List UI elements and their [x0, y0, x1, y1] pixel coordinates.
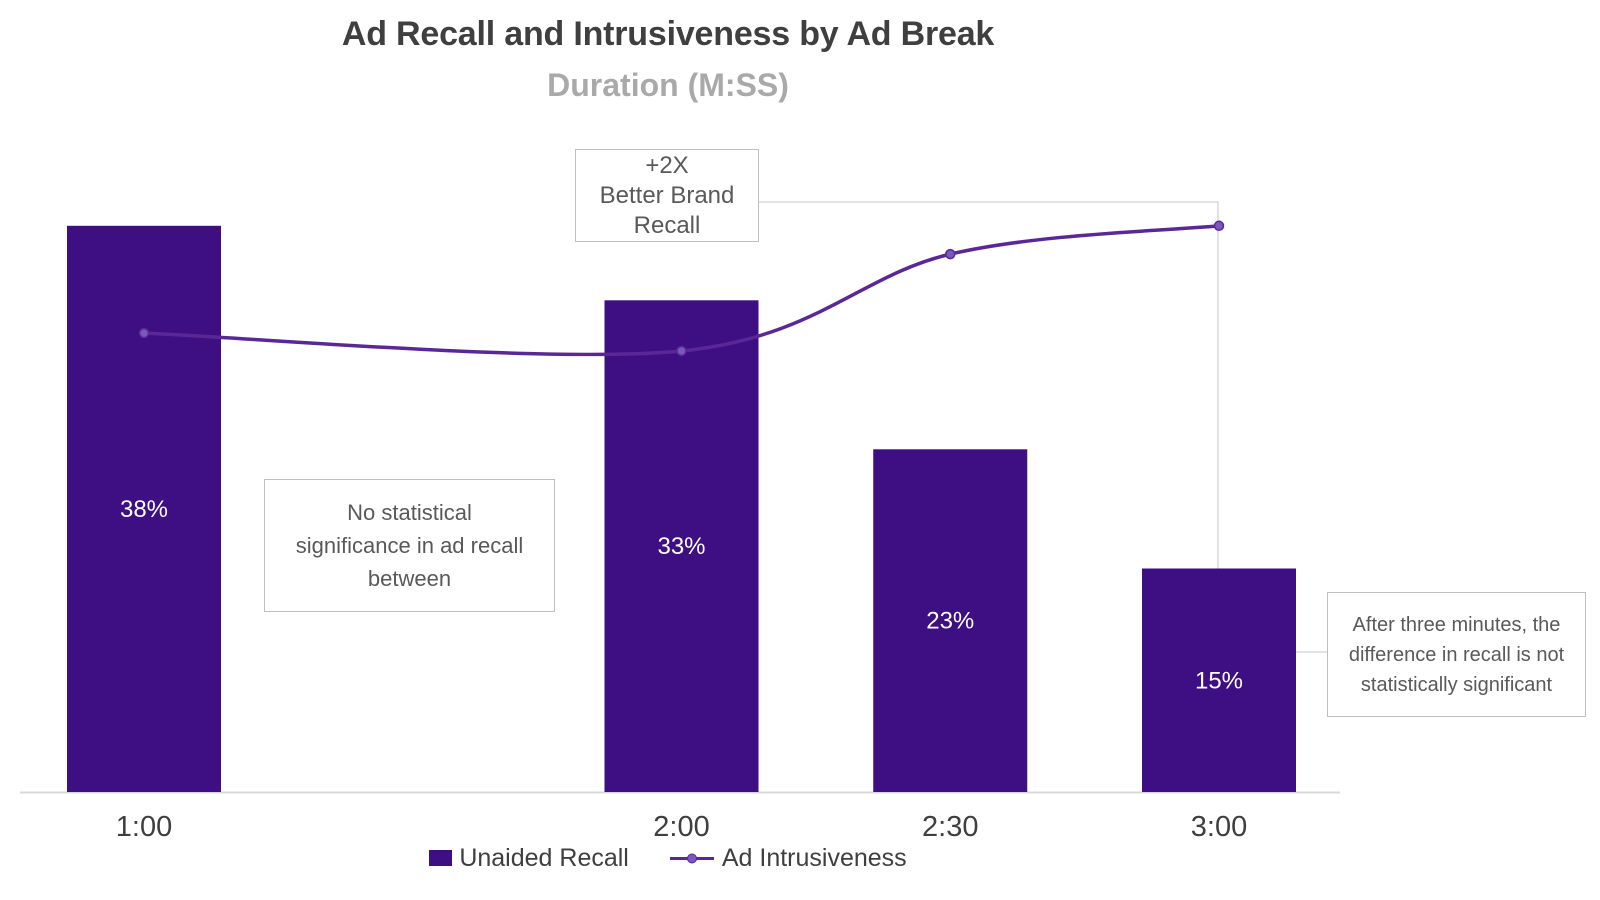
legend: Unaided Recall Ad Intrusiveness [0, 840, 1336, 876]
annotation-line: difference in recall is not [1348, 643, 1565, 666]
legend-label: Ad Intrusiveness [721, 843, 907, 872]
legend-item-ad-intrusiveness: Ad Intrusiveness [669, 844, 907, 873]
bar-swatch-icon [429, 850, 453, 866]
annotation-line: +2X [645, 151, 689, 179]
trend-marker [1213, 220, 1225, 232]
legend-item-unaided-recall: Unaided Recall [429, 844, 629, 873]
x-tick-label: 1:00 [116, 811, 172, 843]
x-tick-label: 2:30 [922, 811, 978, 843]
annotation-line: Recall [633, 211, 701, 239]
annotation-no-statistical-significance: No statistical significance in ad recall… [264, 479, 555, 612]
annotation-line: Better Brand [599, 181, 735, 209]
bar-unaided-recall [67, 225, 221, 793]
x-tick-label: 3:00 [1191, 811, 1247, 843]
annotation-plus2x: +2X Better Brand Recall [575, 149, 759, 242]
trend-line-ad-intrusiveness [143, 224, 1220, 357]
bar-unaided-recall [873, 449, 1028, 792]
annotation-line: No statistical [347, 500, 472, 525]
x-tick-label: 2:00 [653, 811, 709, 843]
chart-title: Ad Recall and Intrusiveness by Ad Break [341, 15, 995, 53]
chart-subtitle: Duration (M:SS) [547, 67, 789, 103]
callout-connector-plus2x [757, 201, 1219, 569]
trend-marker [138, 327, 150, 339]
annotation-line: After three minutes, the [1352, 613, 1561, 636]
bar-value-label: 33% [657, 533, 705, 560]
bar-unaided-recall [604, 300, 759, 792]
annotation-after-three-minutes: After three minutes, the difference in r… [1327, 592, 1586, 717]
legend-label: Unaided Recall [459, 843, 629, 872]
annotation-line: between [367, 566, 452, 591]
bar-unaided-recall [1141, 568, 1296, 792]
bar-value-label: 15% [1195, 667, 1243, 694]
annotation-line: statistically significant [1360, 673, 1553, 696]
bar-value-label: 23% [926, 608, 974, 635]
annotation-line: significance in ad recall [295, 533, 524, 558]
bar-value-label: 38% [120, 496, 168, 523]
line-marker-icon [669, 853, 714, 863]
trend-marker [944, 248, 956, 260]
trend-marker [676, 345, 687, 357]
